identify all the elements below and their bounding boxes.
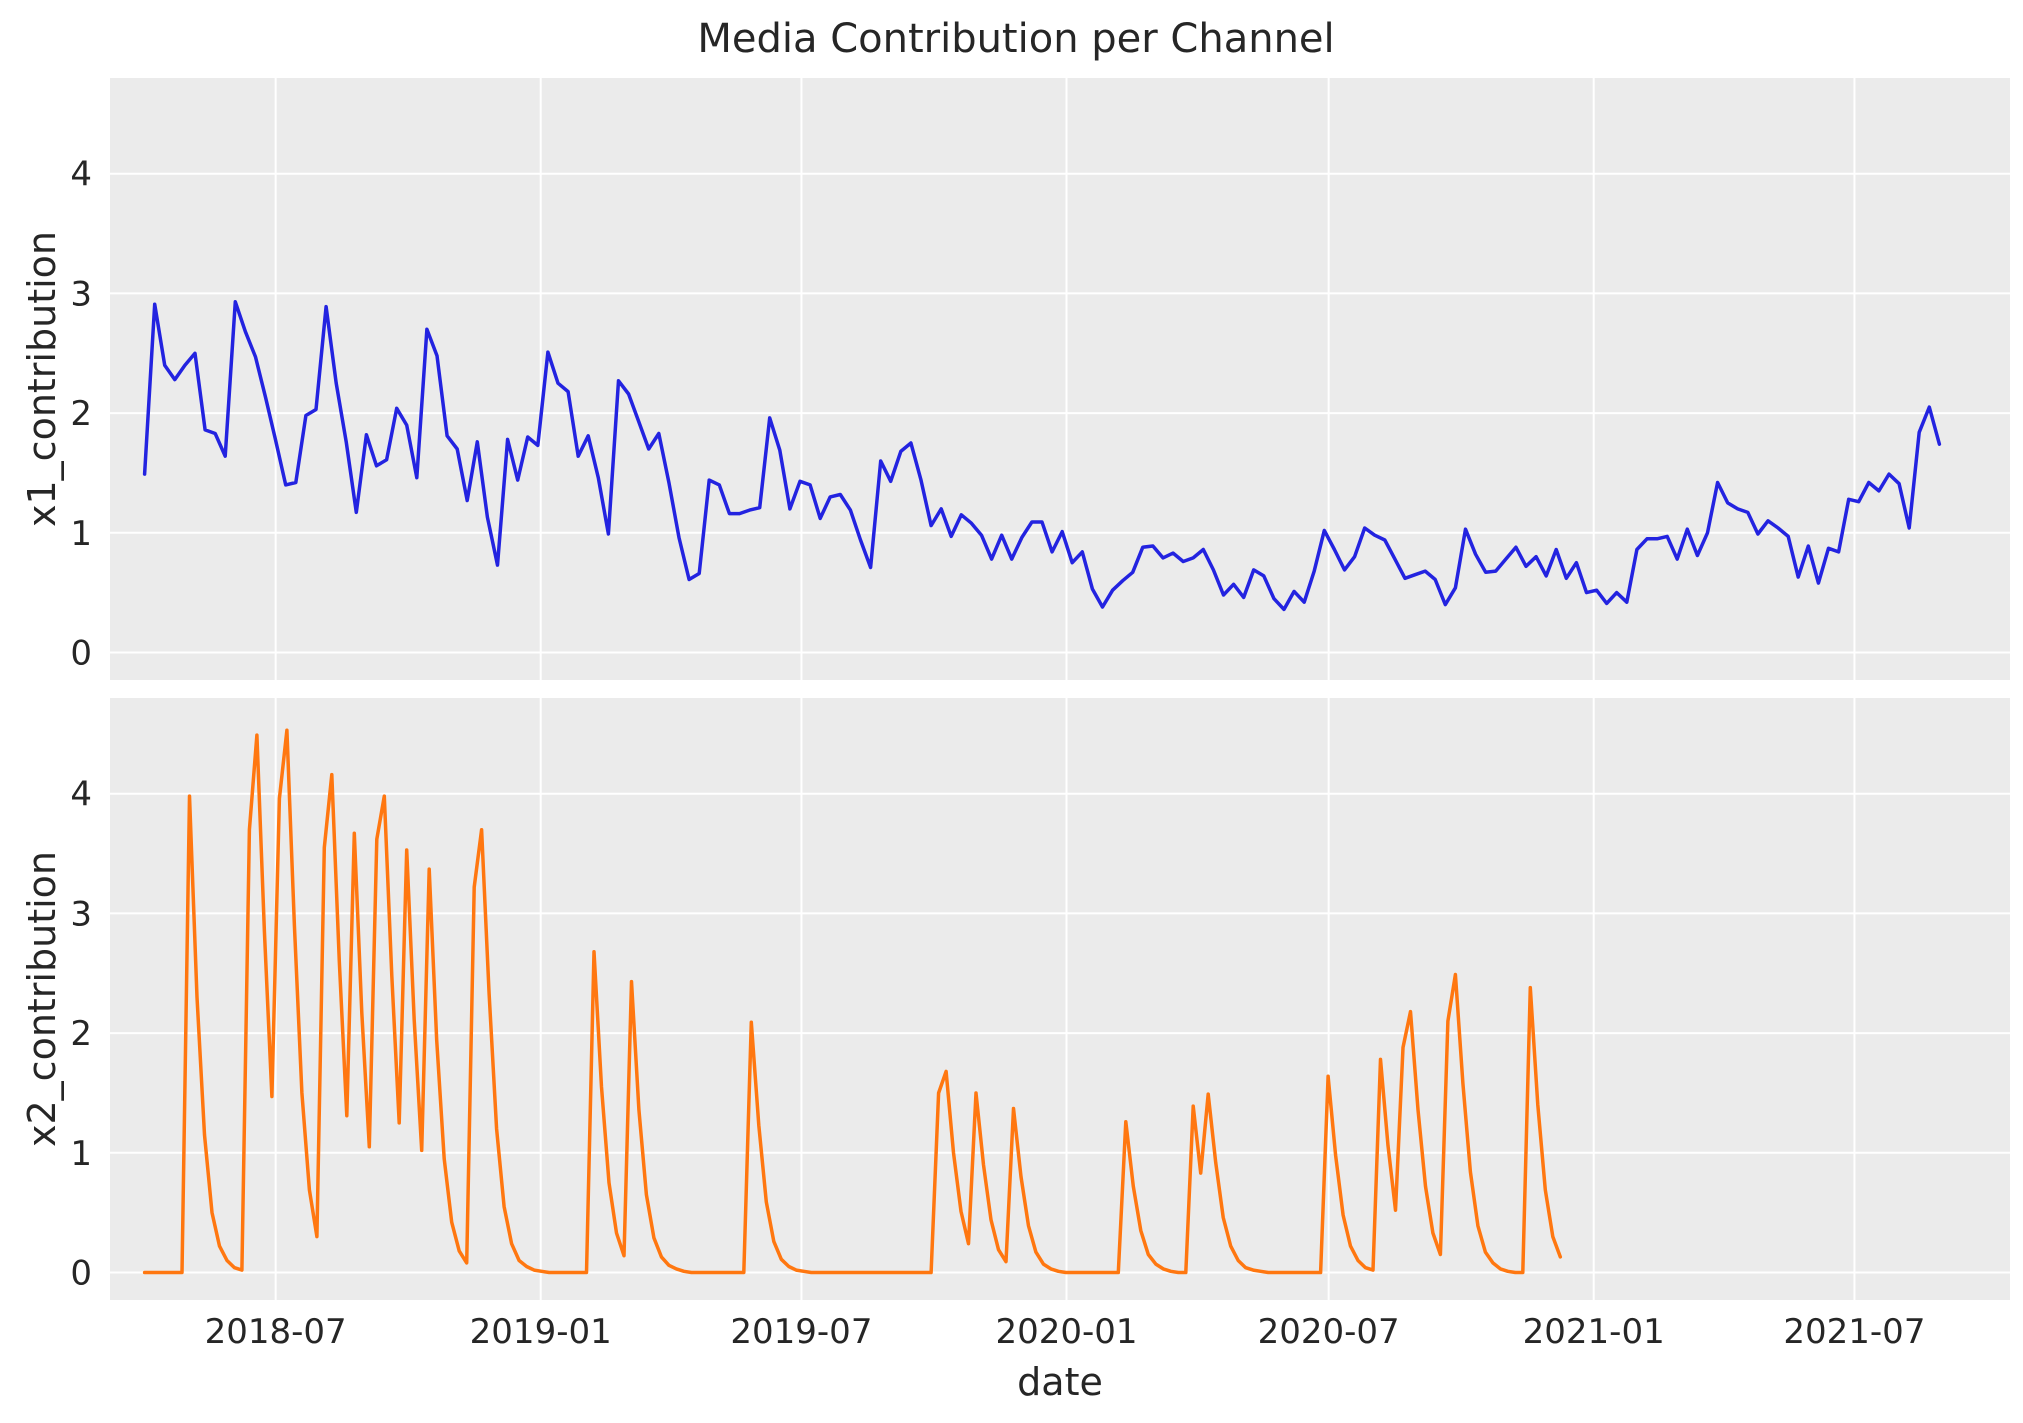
y-tick-label: 4 [70, 775, 92, 815]
y-tick-label: 1 [70, 514, 92, 554]
series-line-1 [142, 300, 1942, 612]
panel-x1-contribution: 0 1 2 3 4 x1_contribution [20, 78, 2010, 680]
x-tick-label: 2019-01 [470, 1312, 612, 1352]
y-axis-label: x2_contribution [20, 851, 64, 1147]
x-tick-label: 2019-07 [730, 1312, 872, 1352]
y-tick-label: 0 [70, 633, 92, 673]
x-tick-label: 2018-07 [205, 1312, 347, 1352]
series-x2 [142, 728, 1563, 1275]
x-tick-label: 2021-07 [1783, 1312, 1925, 1352]
series-x1 [142, 300, 1942, 612]
y-axis-label: x1_contribution [20, 231, 64, 527]
chart-title: Media Contribution per Channel [697, 16, 1334, 62]
y-tick-label: 4 [70, 155, 92, 195]
y-tick-label: 0 [70, 1253, 92, 1293]
x-axis-label: date [1017, 1360, 1103, 1404]
series-line-2 [142, 728, 1563, 1275]
y-tick-label: 2 [70, 1014, 92, 1054]
y-tick-labels: 0 1 2 3 4 [70, 775, 92, 1294]
x-tick-labels: 2018-07 2019-01 2019-07 2020-01 2020-07 2021-… [205, 1312, 1926, 1352]
x-tick-label: 2020-07 [1258, 1312, 1400, 1352]
panel-background [110, 78, 2010, 680]
panel-background [110, 698, 2010, 1300]
x-tick-label: 2020-01 [995, 1312, 1137, 1352]
y-tick-label: 3 [70, 274, 92, 314]
x-tick-label: 2021-01 [1523, 1312, 1665, 1352]
panel-x2-contribution: 0 1 2 3 4 x2_contribution [20, 698, 2010, 1300]
y-tick-label: 3 [70, 894, 92, 934]
y-tick-labels: 0 1 2 3 4 [70, 155, 92, 674]
y-tick-label: 1 [70, 1134, 92, 1174]
y-tick-label: 2 [70, 394, 92, 434]
gridlines [110, 78, 2010, 680]
